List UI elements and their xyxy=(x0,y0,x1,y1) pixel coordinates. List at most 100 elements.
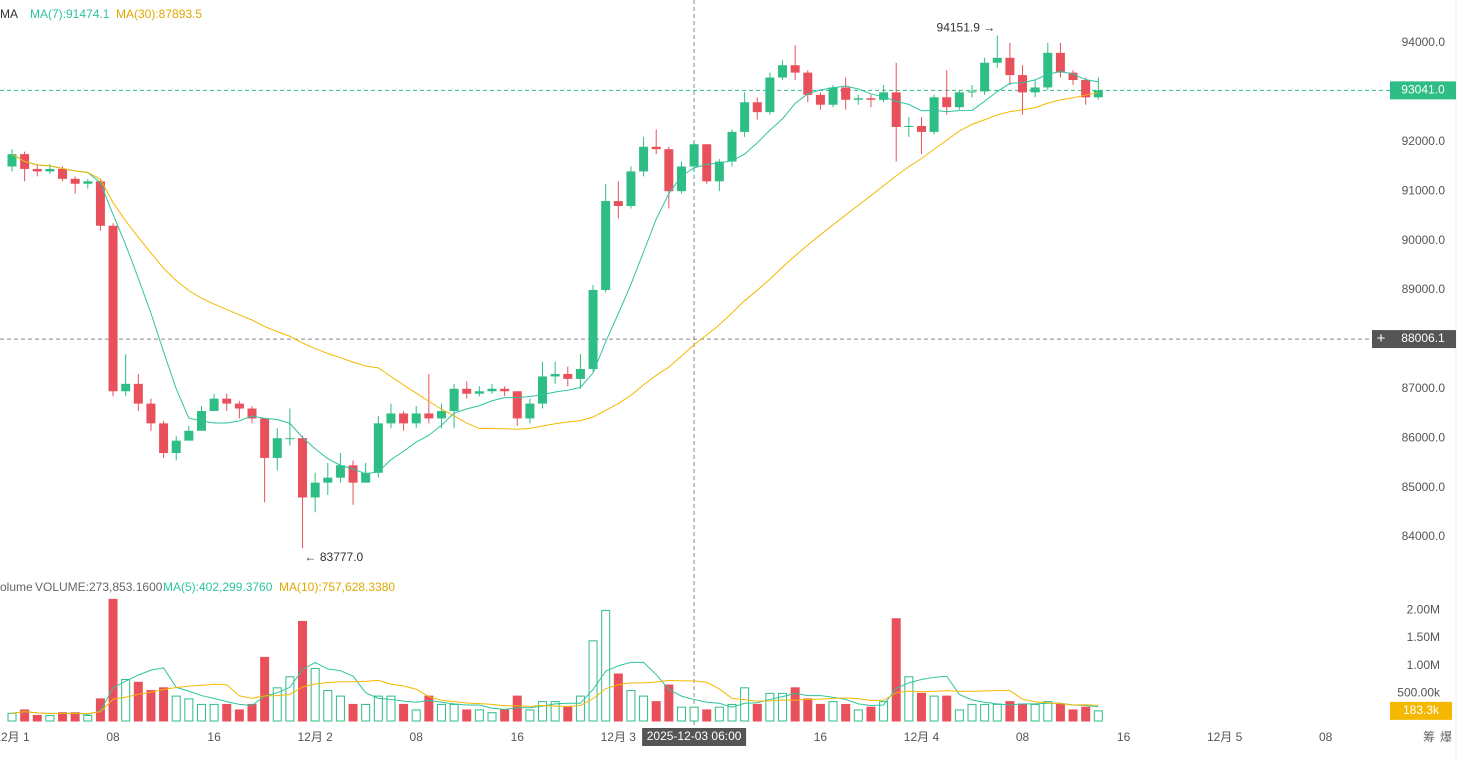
volume-bar xyxy=(916,692,926,722)
volume-bar xyxy=(626,690,636,722)
candle-body xyxy=(361,472,371,483)
candle-body xyxy=(310,482,320,498)
last-volume-label: 183.3k xyxy=(1403,703,1440,717)
candle-body xyxy=(399,413,409,424)
volume-bar xyxy=(474,709,484,722)
ma-legend-name: MA xyxy=(0,7,18,21)
candle-body xyxy=(727,131,737,162)
candle-body xyxy=(7,154,17,167)
candle-body xyxy=(323,477,333,483)
candle-body xyxy=(209,398,219,412)
x-tick-label: 08 xyxy=(410,730,424,744)
volume-bar xyxy=(992,703,1002,722)
x-tick-label: 12月 5 xyxy=(1207,730,1243,744)
candle-body xyxy=(866,98,876,100)
candle-body xyxy=(247,408,257,419)
volume-bar xyxy=(942,695,952,722)
volume-legend: VOLUME:273,853.1600 xyxy=(35,580,163,594)
volume-bar xyxy=(234,709,244,722)
volume-bar xyxy=(310,667,320,722)
volume-bar xyxy=(980,703,990,722)
volume-bar xyxy=(399,703,409,722)
volume-bar xyxy=(1093,710,1103,722)
candle-body xyxy=(676,166,686,192)
volume-bar xyxy=(1005,701,1015,722)
high-annotation: 94151.9 → xyxy=(937,21,996,35)
volume-bar xyxy=(20,709,30,722)
volume-bar xyxy=(550,701,560,722)
volume-bar xyxy=(954,709,964,722)
x-tick-label: 12月 4 xyxy=(904,730,940,744)
candle-body xyxy=(1030,87,1040,93)
candle-body xyxy=(512,391,522,419)
volume-bar xyxy=(386,695,396,722)
volume-bar xyxy=(904,676,914,722)
crosshair-y-box xyxy=(1390,330,1456,349)
volume-bar xyxy=(171,695,181,722)
candle-body xyxy=(1093,90,1103,98)
volume-bar xyxy=(664,684,674,722)
corner-label[interactable]: 筹 xyxy=(1423,730,1435,744)
candle-body xyxy=(803,72,813,95)
candle-body xyxy=(916,125,926,132)
x-tick-label: 08 xyxy=(1319,730,1333,744)
candle-body xyxy=(335,465,345,478)
candle-body xyxy=(424,413,434,419)
volume-bar xyxy=(335,695,345,722)
candle-body xyxy=(689,144,699,167)
volume-bar xyxy=(323,690,333,722)
candle-body xyxy=(95,181,105,226)
last-volume-box xyxy=(1390,701,1452,720)
candle-body xyxy=(436,411,446,419)
volume-bar xyxy=(866,706,876,722)
y-tick-label: 91000.0 xyxy=(1402,183,1446,197)
candle-body xyxy=(664,149,674,192)
volume-bar xyxy=(146,690,156,722)
volume-bar xyxy=(613,673,623,722)
volume-bar xyxy=(828,701,838,722)
candle-body xyxy=(1043,52,1053,88)
corner-label[interactable]: 爆 xyxy=(1440,730,1452,744)
candle-body xyxy=(146,403,156,424)
y-tick-label: 85000.0 xyxy=(1402,480,1446,494)
vol-ma10-line xyxy=(11,679,1099,715)
crosshair-x-box xyxy=(642,728,747,746)
candle-body xyxy=(575,369,585,379)
volume-bar xyxy=(121,679,131,722)
x-tick-label: 12月 2 xyxy=(297,730,333,744)
x-tick-label: 16 xyxy=(511,730,525,744)
last-price-box xyxy=(1390,81,1456,100)
candle-body xyxy=(639,146,649,172)
candle-body xyxy=(83,181,93,184)
candle-body xyxy=(411,413,421,424)
candle-body xyxy=(32,168,42,172)
candle-body xyxy=(538,376,548,404)
volume-bar xyxy=(891,618,901,722)
volume-bar xyxy=(133,681,143,722)
volume-bar xyxy=(676,706,686,722)
volume-bar xyxy=(222,703,232,722)
volume-bar xyxy=(815,703,825,722)
candle-body xyxy=(58,168,68,179)
candle-body xyxy=(790,65,800,73)
volume-bar xyxy=(689,706,699,722)
volume-bar xyxy=(1018,703,1028,722)
candle-body xyxy=(626,171,636,206)
volume-bar xyxy=(1055,703,1065,722)
volume-bar xyxy=(714,706,724,722)
candle-body xyxy=(184,430,194,441)
volume-bar xyxy=(373,695,383,722)
candle-body xyxy=(45,168,55,172)
y-tick-label: 94000.0 xyxy=(1402,35,1446,49)
candle-body xyxy=(285,438,295,440)
y-tick-label: 86000.0 xyxy=(1402,430,1446,444)
volume-bar xyxy=(184,698,194,722)
volume-bar xyxy=(525,709,535,722)
volume-bar xyxy=(285,676,295,722)
candle-body xyxy=(778,65,788,78)
ma5-legend: MA(5):402,299.3760 xyxy=(163,580,273,594)
y-tick-label: 89000.0 xyxy=(1402,282,1446,296)
candle-body xyxy=(70,178,80,184)
candle-body xyxy=(159,423,169,453)
